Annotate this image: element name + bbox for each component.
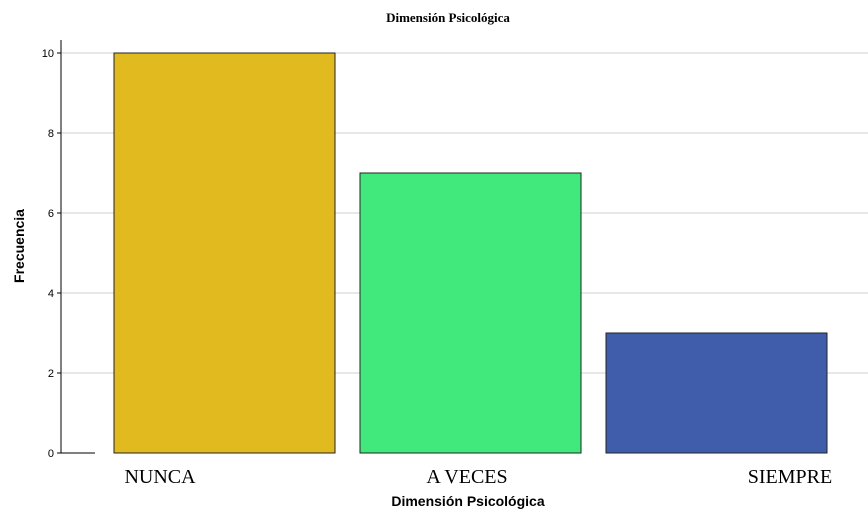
x-category-label: SIEMPRE xyxy=(748,466,832,488)
y-axis-ticks: 0 2 4 6 8 10 xyxy=(42,48,61,460)
x-axis-categories: NUNCA A VECES SIEMPRE xyxy=(124,466,832,488)
y-tick-label: 0 xyxy=(48,448,54,460)
bars xyxy=(113,52,828,454)
y-tick-label: 6 xyxy=(48,208,54,220)
x-category-label: NUNCA xyxy=(124,466,196,488)
y-axis-label: Frecuencia xyxy=(11,209,27,283)
x-category-label: A VECES xyxy=(426,466,507,488)
y-tick-label: 4 xyxy=(48,288,54,300)
x-axis-label: Dimensión Psicológica xyxy=(391,493,544,509)
y-tick-label: 10 xyxy=(42,48,54,60)
bar-nunca xyxy=(113,52,336,454)
y-tick-label: 2 xyxy=(48,368,54,380)
y-tick-label: 8 xyxy=(48,128,54,140)
bar-siempre xyxy=(605,332,828,454)
chart-title: Dimensión Psicológica xyxy=(386,10,510,25)
bar-a-veces xyxy=(359,172,582,454)
